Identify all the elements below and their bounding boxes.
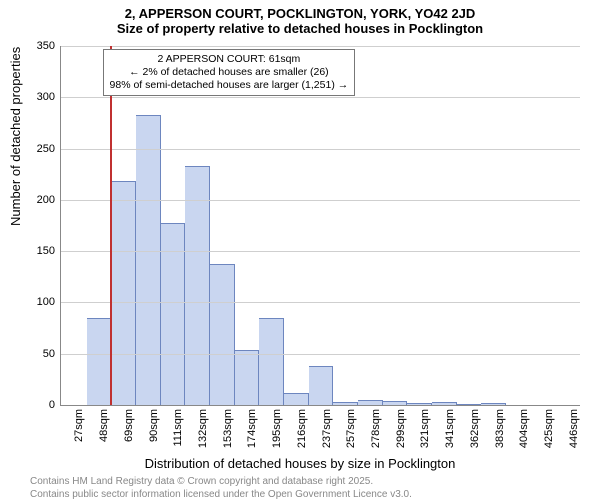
x-tick-label: 111sqm — [172, 409, 184, 447]
x-tick-label: 174sqm — [246, 409, 258, 448]
y-tick-label: 100 — [37, 296, 61, 308]
annotation-line3: 98% of semi-detached houses are larger (… — [110, 79, 349, 92]
bars-group — [61, 46, 580, 405]
histogram-bar — [235, 350, 260, 405]
histogram-bar — [87, 318, 112, 405]
histogram-bar — [185, 166, 210, 405]
gridline — [61, 46, 580, 47]
y-tick-label: 0 — [49, 399, 61, 411]
annotation-line2: ← 2% of detached houses are smaller (26) — [110, 66, 349, 79]
footnote-line2: Contains public sector information licen… — [30, 489, 590, 501]
chart-title: 2, APPERSON COURT, POCKLINGTON, YORK, YO… — [0, 0, 600, 21]
x-tick-label: 132sqm — [197, 409, 209, 448]
x-tick-label: 153sqm — [222, 409, 234, 448]
chart-subtitle: Size of property relative to detached ho… — [0, 21, 600, 40]
histogram-bar — [111, 181, 136, 405]
gridline — [61, 354, 580, 355]
chart-container: 2, APPERSON COURT, POCKLINGTON, YORK, YO… — [0, 0, 600, 500]
property-marker-line — [110, 46, 112, 405]
y-tick-label: 350 — [37, 40, 61, 52]
gridline — [61, 149, 580, 150]
y-tick-label: 250 — [37, 143, 61, 155]
y-axis-label: Number of detached properties — [8, 47, 23, 226]
x-tick-label: 216sqm — [296, 409, 308, 448]
y-tick-label: 200 — [37, 194, 61, 206]
annotation-box: 2 APPERSON COURT: 61sqm← 2% of detached … — [103, 49, 356, 96]
x-tick-label: 27sqm — [73, 409, 85, 442]
x-tick-label: 237sqm — [321, 409, 333, 448]
y-tick-label: 300 — [37, 91, 61, 103]
x-axis-label: Distribution of detached houses by size … — [0, 456, 600, 471]
x-tick-label: 383sqm — [494, 409, 506, 448]
x-tick-label: 69sqm — [123, 409, 135, 442]
footnote: Contains HM Land Registry data © Crown c… — [30, 476, 590, 501]
gridline — [61, 97, 580, 98]
x-tick-label: 257sqm — [345, 409, 357, 448]
x-tick-label: 425sqm — [543, 409, 555, 448]
histogram-bar — [136, 115, 161, 405]
gridline — [61, 251, 580, 252]
x-tick-label: 278sqm — [370, 409, 382, 448]
gridline — [61, 302, 580, 303]
y-tick-label: 150 — [37, 245, 61, 257]
histogram-bar — [309, 366, 334, 405]
x-tick-label: 341sqm — [444, 409, 456, 448]
x-tick-label: 48sqm — [98, 409, 110, 442]
x-tick-label: 362sqm — [469, 409, 481, 448]
x-tick-label: 299sqm — [395, 409, 407, 448]
y-tick-label: 50 — [43, 348, 61, 360]
annotation-line1: 2 APPERSON COURT: 61sqm — [110, 53, 349, 66]
x-tick-label: 446sqm — [568, 409, 580, 448]
x-tick-label: 90sqm — [148, 409, 160, 442]
x-tick-label: 321sqm — [419, 409, 431, 448]
histogram-bar — [210, 264, 235, 405]
gridline — [61, 200, 580, 201]
footnote-line1: Contains HM Land Registry data © Crown c… — [30, 476, 590, 489]
histogram-bar — [259, 318, 284, 405]
plot-area: 27sqm48sqm69sqm90sqm111sqm132sqm153sqm17… — [60, 46, 580, 406]
x-tick-label: 195sqm — [271, 409, 283, 448]
histogram-bar — [284, 393, 309, 405]
x-tick-label: 404sqm — [518, 409, 530, 448]
